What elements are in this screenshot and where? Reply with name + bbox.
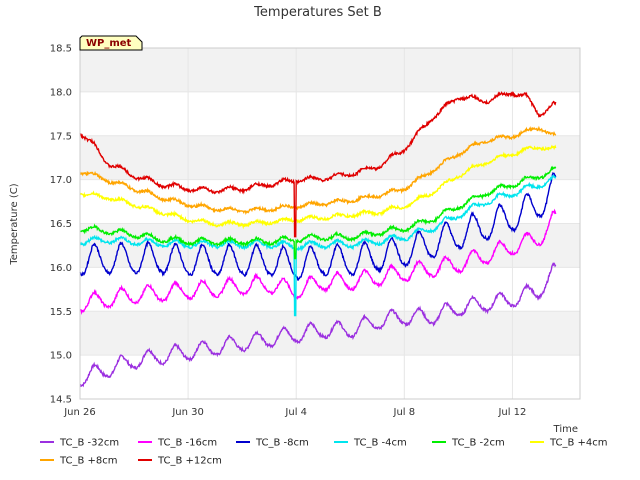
x-tick-label: Jul 8 [393,407,416,418]
legend-label: TC_B -16cm [157,438,217,449]
series-line [79,171,557,281]
legend-label: TC_B +4cm [549,438,608,449]
x-tick-label: Jul 4 [284,407,307,418]
legend-label: TC_B +12cm [157,456,222,467]
y-tick-label: 18.5 [50,44,72,55]
station-badge-label: WP_met [86,38,132,49]
y-tick-label: 17.5 [50,131,72,142]
y-axis-label: Temperature (C) [9,183,20,265]
series-line [80,165,557,260]
legend-label: TC_B -4cm [353,438,407,449]
series-line [79,262,557,388]
x-tick-label: Jun 26 [63,407,96,418]
y-tick-label: 16.5 [50,219,72,230]
x-axis-ticks: Jun 26 Jun 30 Jul 4 Jul 8 Jul 12 [63,407,526,418]
legend-item: TC_B -2cm [432,438,505,449]
y-tick-label: 14.5 [50,395,72,406]
plot-area [79,47,581,400]
grid-band [80,48,580,92]
station-badge: WP_met [79,35,143,51]
series-line [79,125,557,215]
legend-label: TC_B -8cm [255,438,309,449]
series-line [79,90,557,238]
y-axis-ticks: 14.5 15.0 15.5 16.0 16.5 17.0 17.5 18.0 18.5 [50,44,72,406]
y-tick-label: 16.0 [50,263,72,274]
legend-label: TC_B -2cm [451,438,505,449]
x-tick-label: Jun 30 [171,407,204,418]
series-lines [79,90,557,388]
series-line [79,174,557,317]
y-tick-label: 17.0 [50,175,72,186]
legend: TC_B -32cm TC_B -16cm TC_B -8cm TC_B -4cm TC… [40,438,608,467]
station-badge-shape [79,35,143,51]
legend-item: TC_B -8cm [236,438,309,449]
legend-item: TC_B -16cm [138,438,217,449]
legend-item: TC_B +8cm [40,456,118,467]
legend-item: TC_B -32cm [40,438,119,449]
x-tick-label: Jul 12 [497,407,526,418]
plot-frame [79,47,581,400]
legend-item: TC_B -4cm [334,438,407,449]
y-tick-label: 18.0 [50,87,72,98]
legend-item: TC_B +4cm [530,438,608,449]
chart-title: Temperatures Set B [253,5,382,20]
legend-label: TC_B -32cm [59,438,119,449]
x-axis-label: Time [553,424,578,435]
legend-label: TC_B +8cm [59,456,118,467]
series-line [79,144,557,230]
y-tick-label: 15.0 [50,351,72,362]
legend-item: TC_B +12cm [138,456,222,467]
series-line [80,208,557,316]
y-tick-label: 15.5 [50,307,72,318]
